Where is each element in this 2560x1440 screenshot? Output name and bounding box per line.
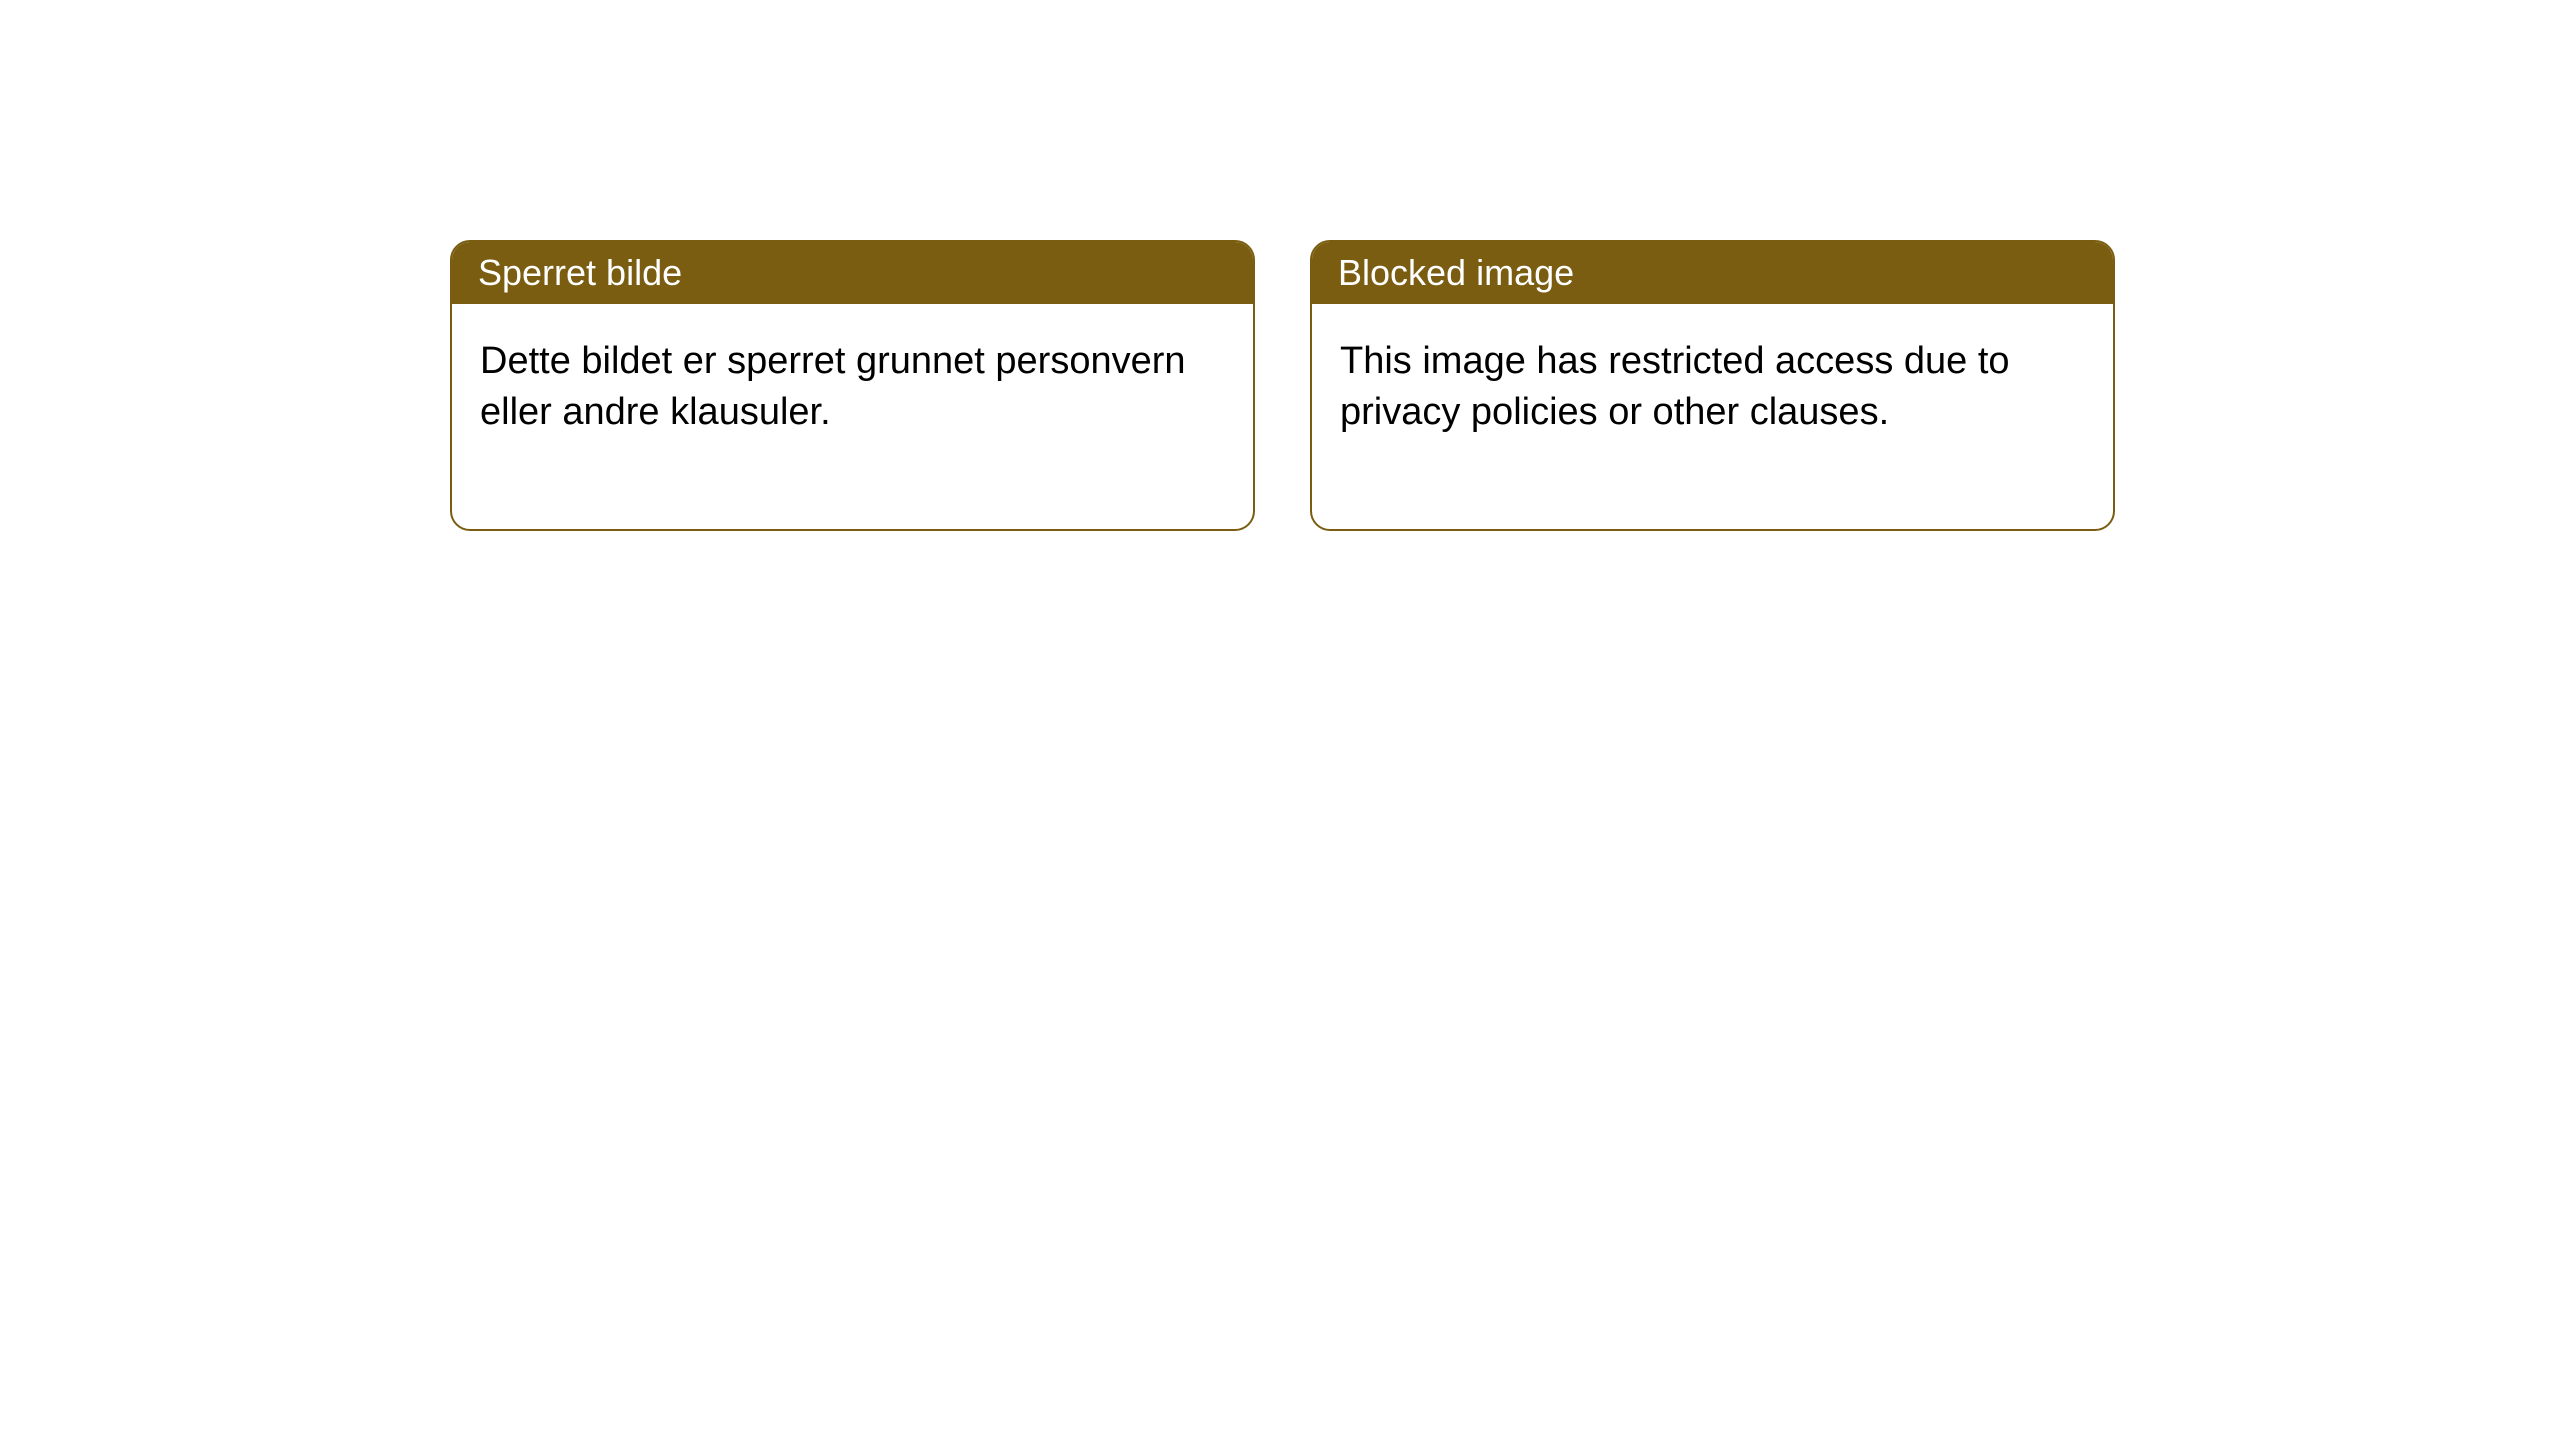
notice-card-header: Sperret bilde (452, 242, 1253, 304)
notice-card-body: This image has restricted access due to … (1312, 304, 2113, 529)
notice-card-norwegian: Sperret bilde Dette bildet er sperret gr… (450, 240, 1255, 531)
notice-card-english: Blocked image This image has restricted … (1310, 240, 2115, 531)
notice-card-header: Blocked image (1312, 242, 2113, 304)
notice-container: Sperret bilde Dette bildet er sperret gr… (450, 240, 2115, 531)
notice-card-body: Dette bildet er sperret grunnet personve… (452, 304, 1253, 529)
